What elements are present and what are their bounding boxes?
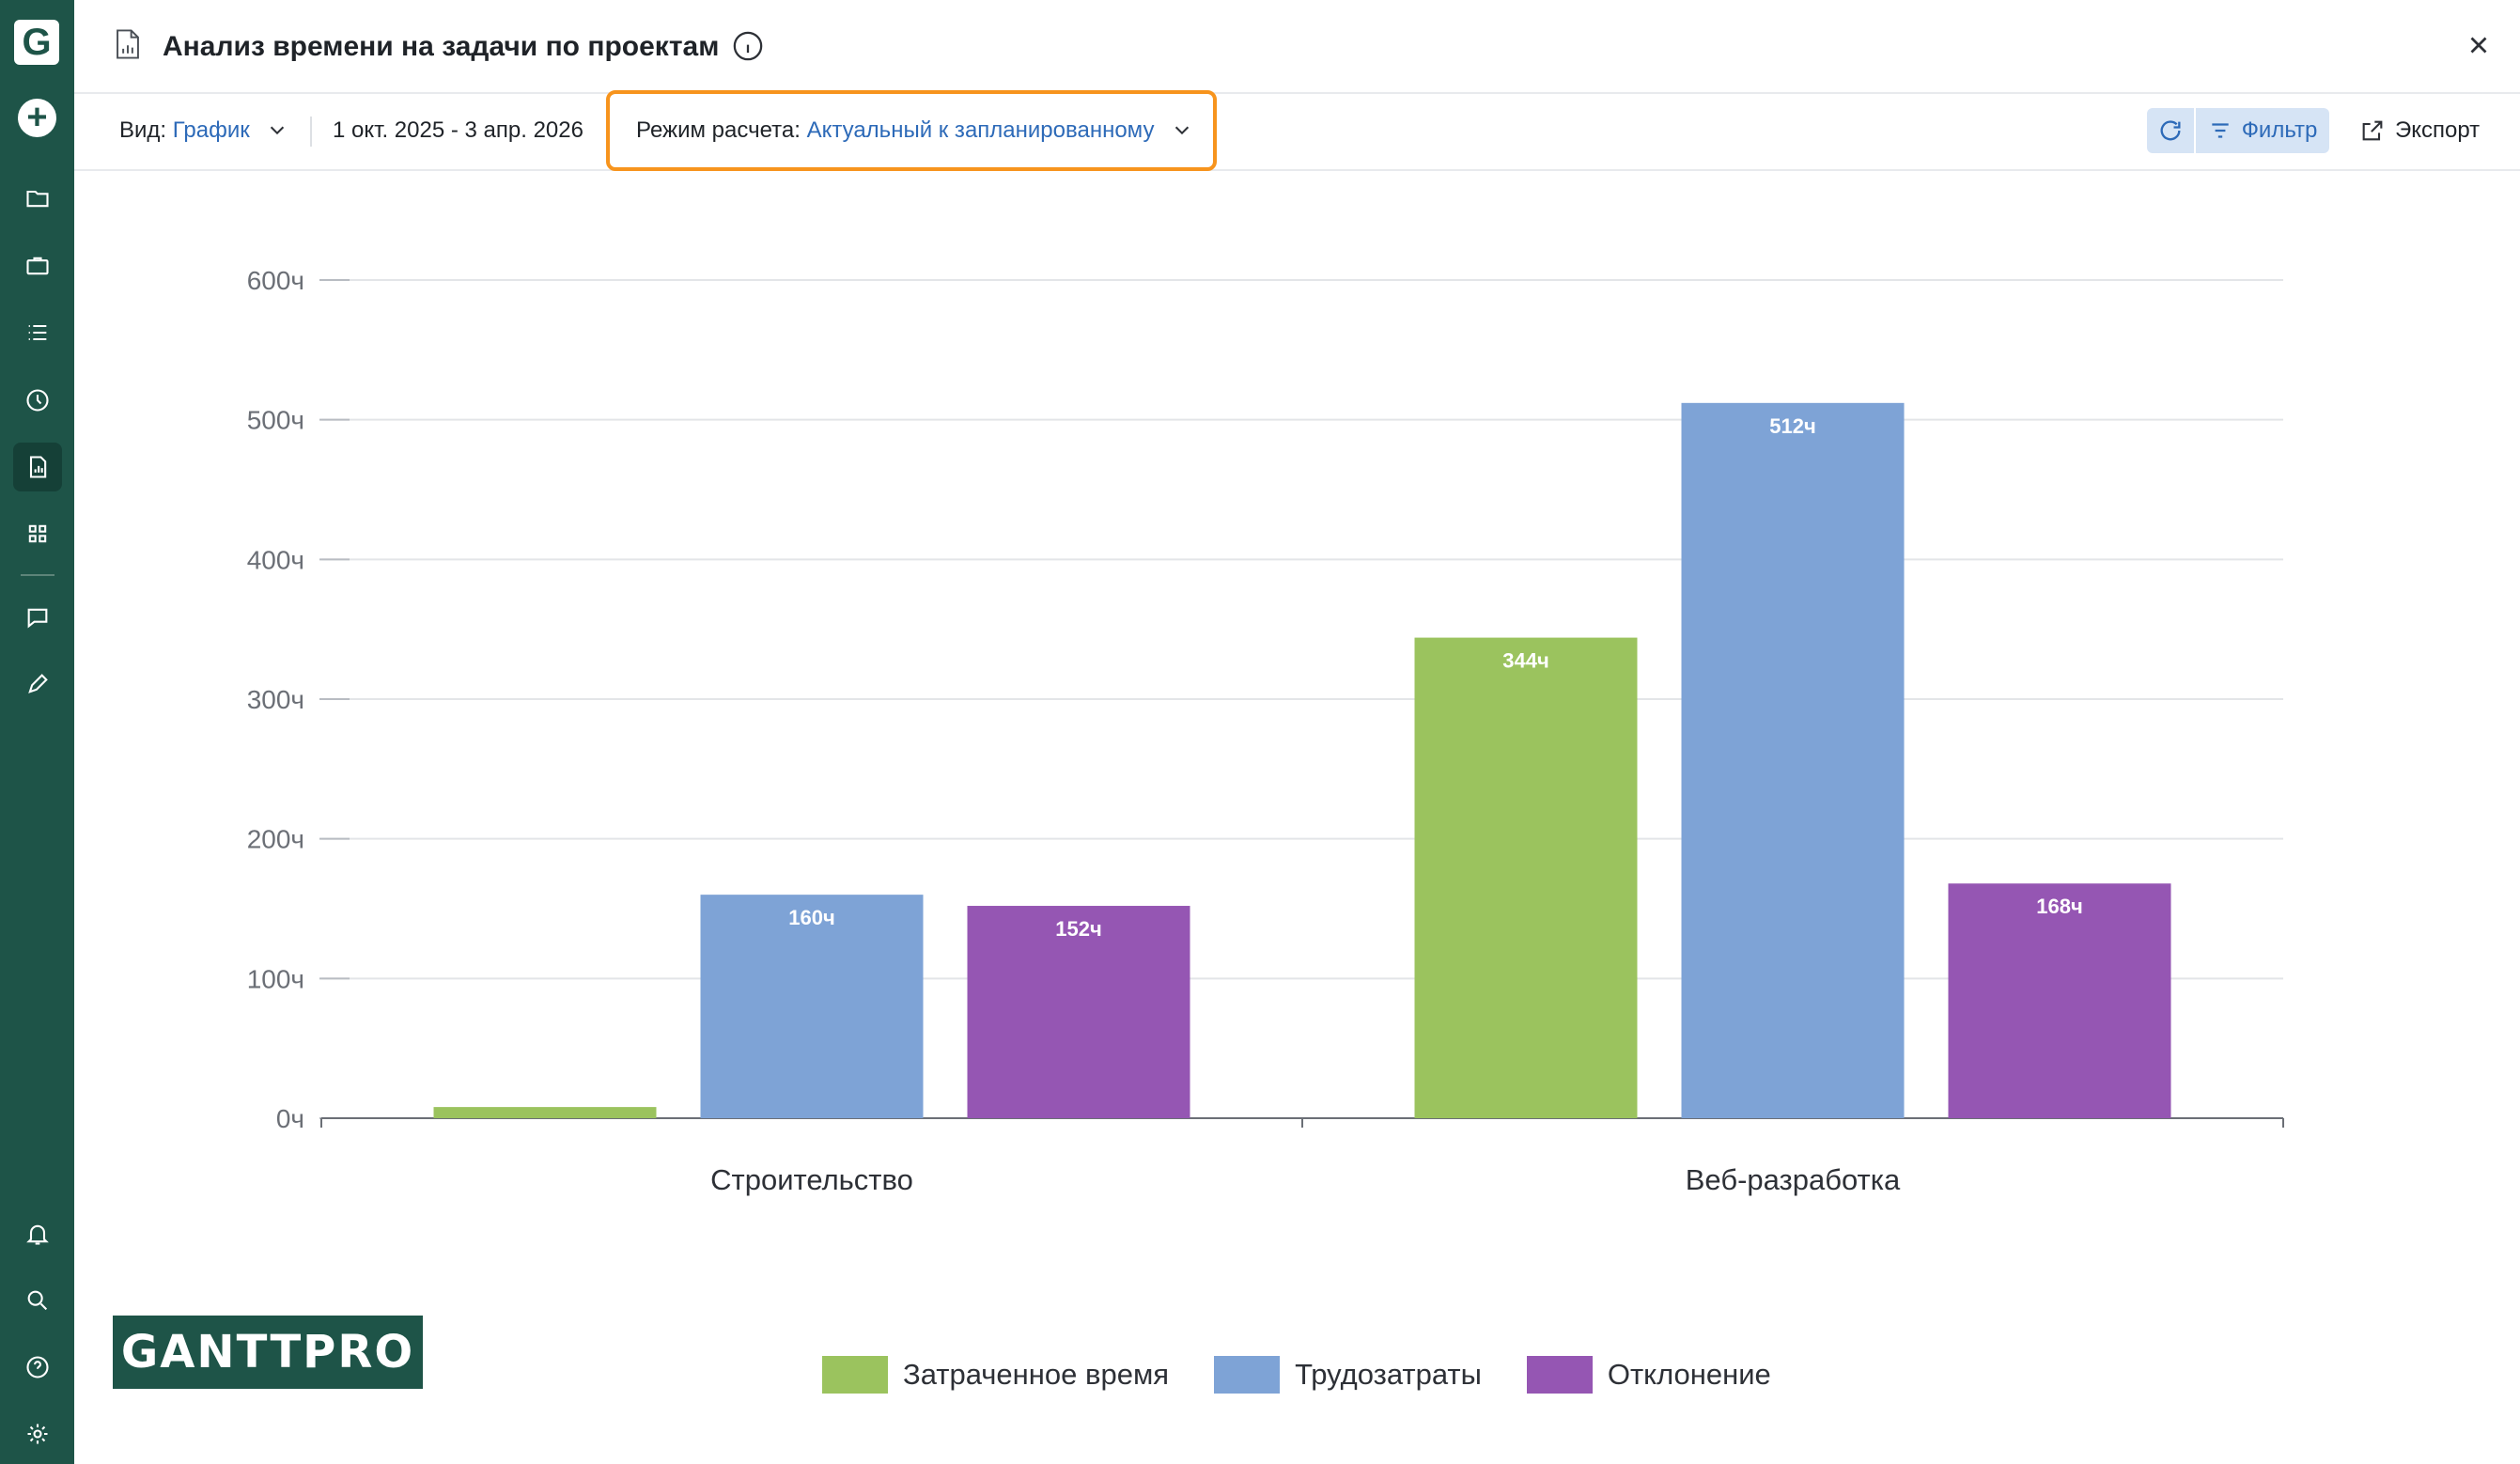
calc-mode-selector[interactable]: Режим расчета: Актуальный к запланирован… — [636, 92, 1192, 169]
mode-highlight — [606, 90, 1217, 171]
bar — [700, 895, 924, 1118]
apps-grid-icon[interactable] — [13, 509, 62, 558]
legend-swatch — [1214, 1356, 1281, 1394]
app-logo[interactable]: G — [14, 20, 59, 65]
page-title: Анализ времени на задачи по проектам — [163, 31, 720, 62]
bar — [433, 1107, 657, 1118]
help-icon[interactable] — [13, 1343, 62, 1392]
bar — [1414, 637, 1638, 1118]
chart-legend: Затраченное время Трудозатраты Отклонение — [822, 1356, 1816, 1394]
y-tick-label: 100ч — [247, 964, 304, 993]
date-range[interactable]: 1 окт. 2025 - 3 апр. 2026 — [333, 117, 583, 143]
export-button[interactable]: Экспорт — [2359, 108, 2480, 153]
view-selector[interactable]: Вид: График — [119, 92, 288, 169]
sidebar-divider — [21, 574, 54, 576]
refresh-icon — [2160, 120, 2181, 141]
bar — [1948, 883, 2171, 1118]
chat-icon[interactable] — [13, 593, 62, 642]
legend-swatch — [822, 1356, 888, 1394]
view-value[interactable]: График — [172, 117, 250, 143]
legend-item[interactable]: Затраченное время — [822, 1356, 1169, 1394]
folder-icon[interactable] — [13, 174, 62, 223]
ganttpro-logo: GANTTPRO — [113, 1316, 423, 1389]
report-header: Анализ времени на задачи по проектам — [74, 0, 2520, 94]
create-new-button[interactable]: + — [18, 99, 56, 137]
filter-label: Фильтр — [2241, 117, 2318, 143]
toolbar-divider — [310, 117, 312, 147]
mode-value[interactable]: Актуальный к запланированному — [806, 117, 1155, 143]
y-tick-label: 0ч — [276, 1104, 304, 1133]
y-tick-label: 200ч — [247, 825, 304, 854]
legend-item[interactable]: Трудозатраты — [1214, 1356, 1482, 1394]
pencil-icon[interactable] — [13, 660, 62, 709]
legend-label: Отклонение — [1607, 1358, 1771, 1391]
bar-value-label: 512ч — [1769, 414, 1815, 438]
y-tick-label: 300ч — [247, 685, 304, 714]
y-tick-label: 400ч — [247, 545, 304, 574]
legend-swatch — [1526, 1356, 1593, 1394]
refresh-button[interactable] — [2147, 108, 2194, 153]
bar-value-label: 160ч — [788, 906, 834, 929]
chevron-down-icon — [1174, 126, 1190, 134]
bar-value-label: 344ч — [1502, 649, 1548, 673]
filter-button[interactable]: Фильтр — [2196, 108, 2329, 153]
gear-icon[interactable] — [13, 1409, 62, 1458]
legend-item[interactable]: Отклонение — [1526, 1356, 1771, 1394]
sidebar: G + — [0, 0, 74, 1464]
y-tick-label: 600ч — [247, 266, 304, 295]
report-toolbar: Вид: График 1 окт. 2025 - 3 апр. 2026 Ре… — [74, 90, 2520, 171]
export-label: Экспорт — [2395, 117, 2481, 143]
briefcase-icon[interactable] — [13, 241, 62, 290]
list-icon[interactable] — [13, 308, 62, 357]
category-label: Веб-разработка — [1686, 1163, 1901, 1196]
filter-icon — [2212, 123, 2229, 138]
legend-label: Трудозатраты — [1295, 1358, 1482, 1391]
bar — [967, 906, 1190, 1118]
chevron-down-icon — [271, 126, 285, 134]
info-icon[interactable] — [732, 30, 764, 62]
bar-value-label: 168ч — [2036, 895, 2082, 918]
bar-value-label: 152ч — [1055, 917, 1101, 941]
search-icon[interactable] — [13, 1276, 62, 1325]
category-label: Строительство — [710, 1163, 913, 1196]
legend-label: Затраченное время — [903, 1358, 1170, 1391]
y-tick-label: 500ч — [247, 406, 304, 435]
export-icon — [2362, 120, 2383, 141]
report-icon[interactable] — [13, 443, 62, 491]
close-icon[interactable] — [2462, 28, 2496, 62]
mode-label: Режим расчета: — [636, 117, 801, 143]
bell-icon[interactable] — [13, 1209, 62, 1258]
clock-icon[interactable] — [13, 376, 62, 425]
bar — [1681, 402, 1905, 1118]
view-label: Вид: — [119, 117, 167, 143]
report-icon — [117, 29, 139, 59]
